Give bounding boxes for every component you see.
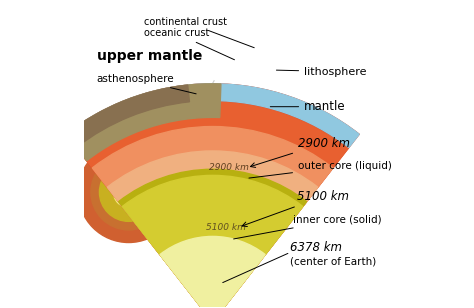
Text: upper mantle: upper mantle	[97, 49, 202, 63]
Text: asthenosphere: asthenosphere	[97, 74, 196, 94]
Wedge shape	[92, 127, 333, 308]
Text: 2900 km: 2900 km	[210, 163, 249, 172]
Wedge shape	[107, 151, 318, 308]
Wedge shape	[160, 237, 265, 308]
Circle shape	[78, 142, 179, 242]
Text: inner core (solid): inner core (solid)	[234, 215, 382, 239]
Text: outer core (liquid): outer core (liquid)	[249, 161, 392, 178]
Wedge shape	[118, 169, 307, 308]
Wedge shape	[66, 84, 359, 308]
Text: 5100 km: 5100 km	[242, 190, 348, 227]
Wedge shape	[122, 175, 303, 308]
Text: 2900 km: 2900 km	[250, 137, 350, 168]
Circle shape	[91, 154, 166, 230]
Text: mantle: mantle	[270, 100, 346, 113]
Wedge shape	[66, 84, 359, 148]
Wedge shape	[66, 85, 190, 148]
Circle shape	[100, 163, 158, 221]
Circle shape	[114, 177, 144, 207]
Wedge shape	[77, 102, 348, 308]
Wedge shape	[128, 141, 182, 197]
Text: oceanic crust: oceanic crust	[144, 28, 235, 60]
Text: 5100 km: 5100 km	[206, 223, 246, 232]
Wedge shape	[66, 84, 221, 161]
Text: lithosphere: lithosphere	[276, 67, 367, 77]
Text: continental crust: continental crust	[144, 17, 254, 48]
Text: 6378 km: 6378 km	[291, 241, 342, 253]
Text: (center of Earth): (center of Earth)	[291, 257, 377, 266]
